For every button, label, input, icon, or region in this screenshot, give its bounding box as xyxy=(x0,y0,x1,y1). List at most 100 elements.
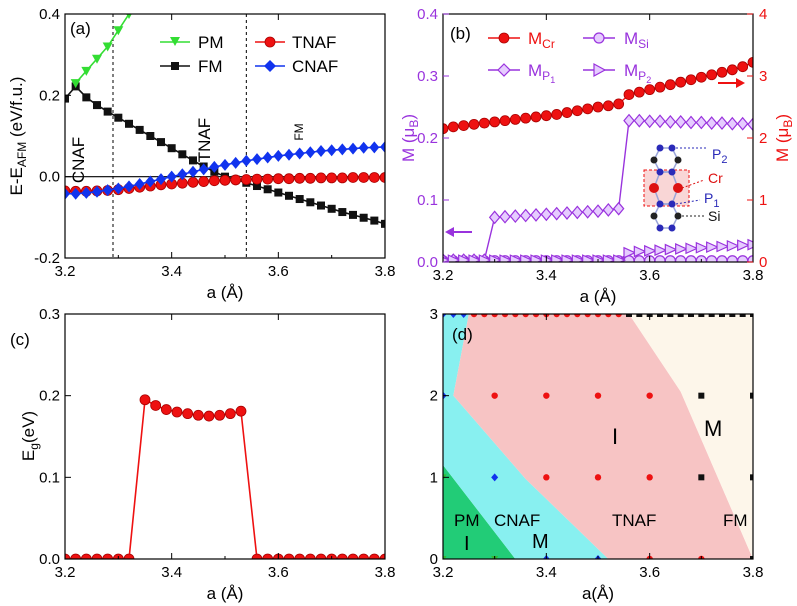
point-fm xyxy=(381,219,385,228)
point-m-cr xyxy=(613,98,625,110)
point-m-p1 xyxy=(664,114,677,129)
point-eg xyxy=(368,553,380,559)
point-m-p1 xyxy=(705,116,718,131)
point-m-p1 xyxy=(726,116,739,131)
left-axis-arrow xyxy=(445,227,472,237)
atom-si-lower-right xyxy=(674,212,682,220)
point-pm xyxy=(92,54,102,64)
point-fm xyxy=(189,156,197,165)
point-m-p2 xyxy=(726,239,740,252)
point-fm xyxy=(626,314,632,317)
y-tick-label: 0.0 xyxy=(39,169,60,186)
point-cnaf xyxy=(188,165,198,178)
x-axis-label: a (Å) xyxy=(207,584,244,603)
point-m-p2 xyxy=(706,241,720,254)
point-cnaf xyxy=(65,187,70,200)
point-cnaf xyxy=(209,160,220,173)
region-label-tnaf: TNAF xyxy=(612,511,656,530)
point-tnaf xyxy=(470,314,478,318)
point-pm xyxy=(443,556,447,559)
point-cnaf xyxy=(81,186,92,199)
point-fm xyxy=(327,204,336,213)
point-m-p1 xyxy=(561,206,573,220)
point-m-si xyxy=(716,255,728,262)
point-fm xyxy=(719,314,725,317)
panel-a-ylabel: E-EAFM (eV/f.u.) xyxy=(7,77,29,196)
panel-b-ylabel-left-sub: B xyxy=(407,120,421,128)
atom-si-lower-left xyxy=(650,212,658,220)
point-m-p1 xyxy=(509,209,522,224)
point-fm xyxy=(263,185,272,194)
point-m-p2 xyxy=(716,240,730,253)
legend-msi-sub: Si xyxy=(638,37,649,51)
point-fm xyxy=(667,314,674,317)
point-m-p2 xyxy=(613,254,627,262)
point-eg xyxy=(65,553,71,559)
legend-marker-mp2 xyxy=(593,62,607,78)
legend-pm: PM xyxy=(198,33,224,52)
x-tick-label: 3.2 xyxy=(55,263,76,280)
panel-c-ylabel-sub: g xyxy=(27,443,41,450)
point-m-p1 xyxy=(581,204,594,219)
point-m-p2 xyxy=(468,254,482,262)
point-fm xyxy=(338,208,347,217)
x-axis-label: a(Å) xyxy=(582,584,614,603)
point-cnaf xyxy=(177,168,188,181)
point-eg xyxy=(139,394,151,406)
y-tick-label: 0.4 xyxy=(417,6,438,23)
panel-c-frame xyxy=(64,313,386,560)
panel-b-legend: MCr MSi MP1 MP2 xyxy=(488,29,651,85)
point-eg xyxy=(251,553,263,559)
point-m-p1 xyxy=(592,204,604,219)
x-tick-label: 3.8 xyxy=(743,564,764,581)
point-fm xyxy=(739,314,746,317)
point-eg xyxy=(214,409,226,421)
point-cnaf xyxy=(294,147,305,160)
point-fm xyxy=(750,474,753,481)
point-m-cr xyxy=(489,116,501,128)
point-tnaf xyxy=(283,173,295,185)
annotation-cnaf: CNAF xyxy=(69,137,88,183)
point-tnaf xyxy=(304,172,316,184)
y-right-tick-label: 0 xyxy=(759,254,767,271)
point-m-p1 xyxy=(736,116,749,131)
legend-marker-fm xyxy=(171,62,179,70)
y-tick-label: 0.2 xyxy=(417,130,438,147)
x-tick-label: 3.2 xyxy=(433,564,454,581)
point-cnaf xyxy=(166,170,177,183)
point-m-cr xyxy=(443,123,449,135)
y-tick-label: 0.2 xyxy=(39,87,60,104)
point-m-p1 xyxy=(623,113,635,128)
point-tnaf xyxy=(262,173,274,185)
point-m-p1 xyxy=(612,201,625,216)
point-m-p2 xyxy=(737,239,751,252)
annotation-fm: FM xyxy=(292,123,306,140)
region-label-cnaf-metal: M xyxy=(532,531,549,553)
point-m-cr xyxy=(737,61,749,73)
y-tick-label: 0.4 xyxy=(39,6,60,23)
point-m-cr xyxy=(499,115,511,127)
point-fm xyxy=(698,474,705,481)
point-m-p2 xyxy=(592,254,606,262)
point-tnaf xyxy=(481,314,488,318)
point-m-p2 xyxy=(695,241,709,254)
point-m-p1 xyxy=(643,114,656,129)
y-tick-label: 0.0 xyxy=(417,254,438,271)
point-pm xyxy=(113,26,124,36)
atom-p2-top-left xyxy=(656,144,664,152)
point-eg xyxy=(347,553,359,559)
point-eg xyxy=(203,410,215,422)
point-cnaf xyxy=(92,185,102,198)
point-cnaf xyxy=(443,314,447,318)
point-tnaf xyxy=(543,392,550,399)
x-tick-label: 3.6 xyxy=(268,263,289,280)
point-m-si xyxy=(664,255,676,262)
x-tick-label: 3.4 xyxy=(161,564,182,581)
point-m-p2 xyxy=(447,254,461,262)
point-tnaf xyxy=(605,314,612,318)
point-eg xyxy=(102,553,114,559)
panel-a-legend: PM TNAF FM CNAF xyxy=(160,33,338,76)
point-fm xyxy=(93,101,101,110)
point-m-cr xyxy=(716,66,728,78)
